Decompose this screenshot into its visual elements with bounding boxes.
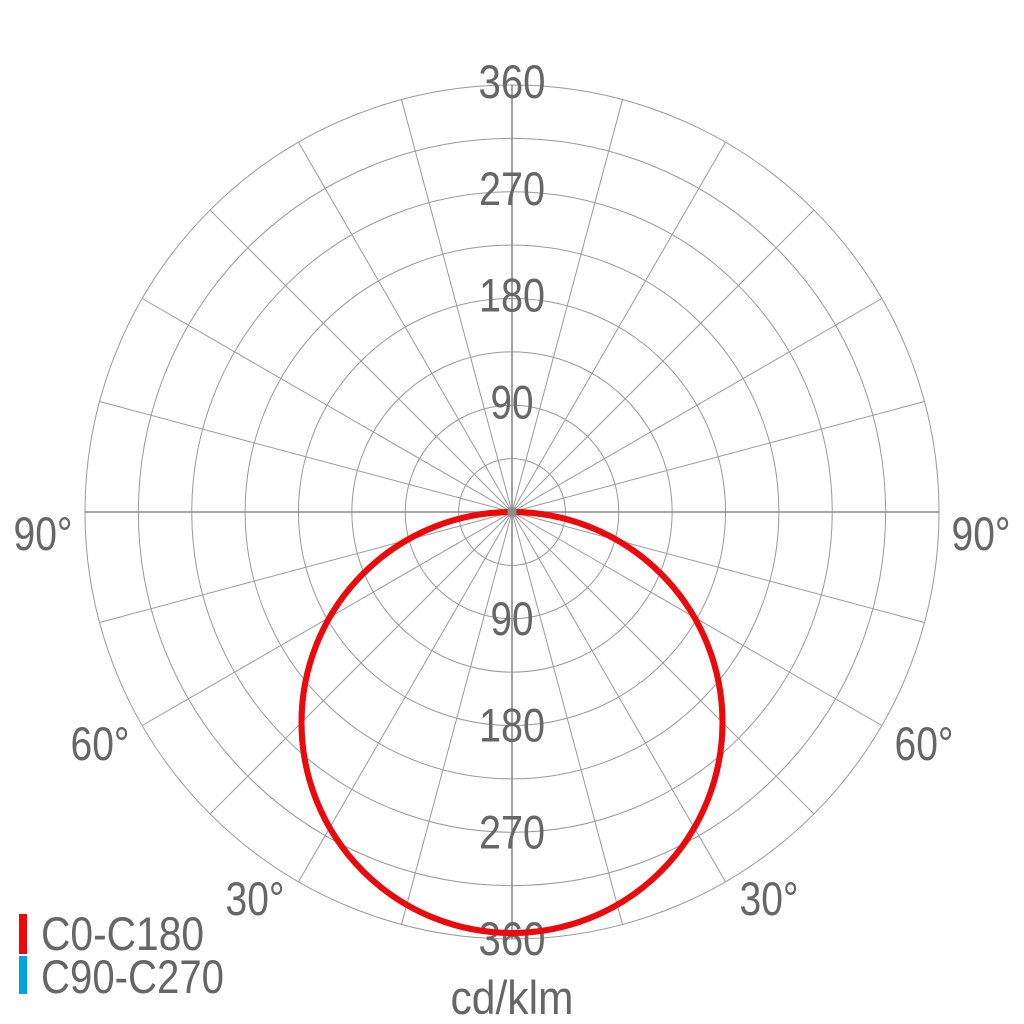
svg-text:180: 180 (479, 269, 545, 322)
svg-text:90: 90 (491, 592, 534, 645)
svg-text:270: 270 (479, 805, 545, 858)
svg-text:60°: 60° (71, 717, 130, 770)
svg-text:30°: 30° (226, 872, 285, 925)
svg-text:60°: 60° (895, 717, 954, 770)
svg-text:360: 360 (479, 912, 546, 965)
svg-text:30°: 30° (740, 872, 799, 925)
svg-text:90°: 90° (14, 507, 73, 560)
svg-text:360: 360 (479, 55, 546, 108)
svg-text:C90-C270: C90-C270 (41, 950, 224, 1003)
svg-text:90: 90 (491, 375, 534, 428)
svg-text:90°: 90° (952, 507, 1011, 560)
svg-text:270: 270 (479, 162, 545, 215)
svg-text:cd/klm: cd/klm (451, 971, 574, 1024)
svg-text:180: 180 (479, 699, 545, 752)
